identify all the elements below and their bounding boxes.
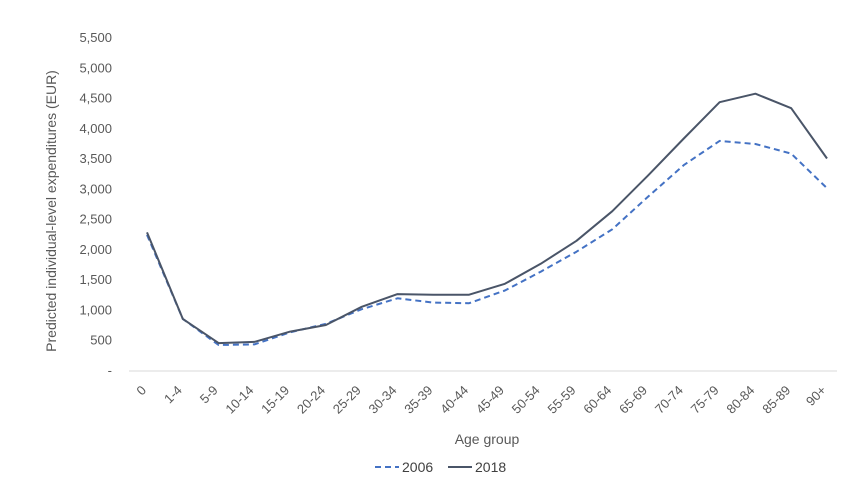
- x-tick-label: 35-39: [401, 383, 435, 417]
- y-tick-label: 2,500: [79, 212, 112, 227]
- x-tick-label: 15-19: [258, 383, 292, 417]
- y-tick-label: 1,500: [79, 272, 112, 287]
- y-axis-title: Predicted individual-level expenditures …: [43, 70, 59, 352]
- y-tick-label: 1,000: [79, 302, 112, 317]
- x-tick-label: 75-79: [688, 383, 722, 417]
- legend-label-2006: 2006: [402, 459, 433, 475]
- x-tick-label: 0: [133, 383, 149, 399]
- x-axis-ticks: 0 1-4 5-9 10-14 15-19 20-24 25-29 30-34 35-39 40-…: [133, 383, 829, 417]
- x-tick-label: 50-54: [509, 383, 543, 417]
- y-tick-label: 500: [90, 333, 112, 348]
- x-tick-label: 90+: [803, 383, 829, 409]
- x-tick-label: 55-59: [544, 383, 578, 417]
- x-tick-label: 80-84: [723, 383, 757, 417]
- legend: 2006 2018: [375, 459, 506, 475]
- y-tick-label: 5,000: [79, 60, 112, 75]
- x-tick-label: 5-9: [197, 383, 221, 407]
- y-tick-label: 4,000: [79, 121, 112, 136]
- x-tick-label: 1-4: [161, 383, 185, 407]
- y-axis-ticks: - 500 1,000 1,500 2,000 2,500 3,000 3,500 4,000 4…: [79, 30, 112, 378]
- y-tick-label: 3,000: [79, 181, 112, 196]
- x-tick-label: 45-49: [473, 383, 507, 417]
- x-tick-label: 40-44: [437, 383, 471, 417]
- x-tick-label: 20-24: [294, 383, 328, 417]
- x-tick-label: 65-69: [616, 383, 650, 417]
- y-tick-label: -: [108, 363, 112, 378]
- x-tick-label: 70-74: [652, 383, 686, 417]
- y-tick-label: 3,500: [79, 151, 112, 166]
- series-line-2018: [146, 92, 828, 345]
- series-layer: [146, 92, 828, 346]
- series-line-2006: [146, 139, 828, 346]
- legend-label-2018: 2018: [475, 459, 506, 475]
- x-tick-label: 25-29: [330, 383, 364, 417]
- x-tick-label: 10-14: [222, 383, 256, 417]
- y-tick-label: 2,000: [79, 242, 112, 257]
- y-tick-label: 4,500: [79, 91, 112, 106]
- x-tick-label: 30-34: [366, 383, 400, 417]
- x-tick-label: 60-64: [580, 383, 614, 417]
- y-tick-label: 5,500: [79, 30, 112, 45]
- x-tick-label: 85-89: [759, 383, 793, 417]
- x-axis-title: Age group: [455, 431, 520, 447]
